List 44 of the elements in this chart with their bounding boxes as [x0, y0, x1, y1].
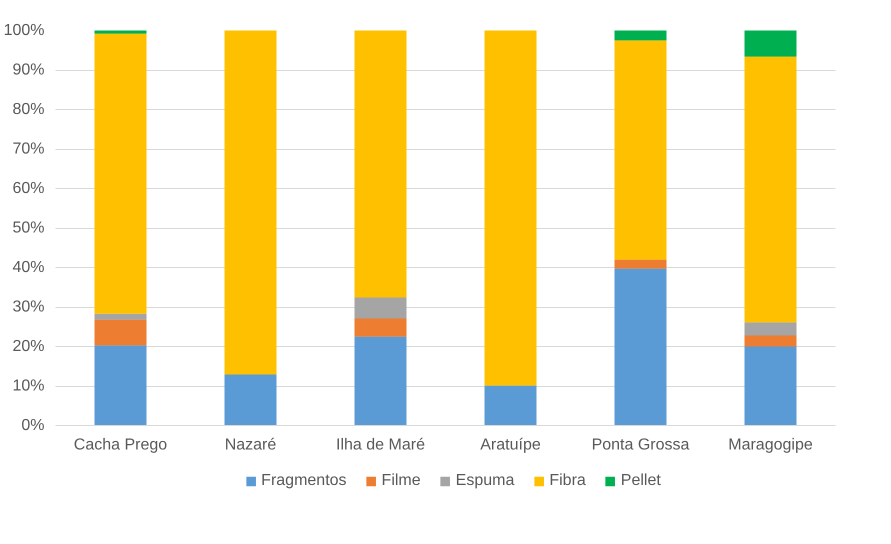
y-tick-label: 70%: [12, 140, 45, 158]
y-tick-label: 60%: [12, 180, 45, 197]
bar: [744, 322, 796, 336]
y-tick-label: 50%: [12, 220, 45, 236]
x-tick-label: Nazaré: [224, 436, 276, 454]
bar: [484, 30, 536, 386]
legend-label: Filme: [382, 472, 421, 490]
y-tick-label: 30%: [12, 298, 45, 316]
bar: [224, 30, 276, 375]
y-tick-label: 10%: [12, 378, 45, 394]
bar: [94, 30, 146, 34]
x-tick-label: Ilha de Maré: [336, 436, 426, 454]
bar: [354, 298, 406, 318]
bar: [614, 30, 666, 40]
bar: [94, 314, 146, 320]
bar: [614, 268, 666, 426]
bar: [744, 346, 796, 426]
y-tick-label: 40%: [12, 259, 45, 276]
y-tick-label: 20%: [12, 338, 45, 355]
bar: [744, 335, 796, 346]
bar: [224, 374, 276, 426]
bar: [354, 318, 406, 337]
legend-label: Pellet: [620, 472, 661, 490]
legend-label: Fibra: [549, 472, 586, 490]
x-tick-label: Aratuípe: [480, 436, 541, 454]
y-tick-label: 90%: [12, 62, 45, 78]
bar: [614, 40, 666, 260]
bar: [94, 345, 146, 426]
y-tick-label: 80%: [12, 101, 45, 118]
legend-label: Fragmentos: [261, 472, 347, 490]
bar: [94, 320, 146, 346]
y-tick-label: 0%: [21, 417, 44, 434]
bar: [744, 30, 796, 57]
legend-label: Espuma: [456, 472, 514, 490]
y-tick-label: 100%: [4, 22, 44, 39]
bar: [744, 56, 796, 322]
x-tick-label: Maragogipe: [728, 436, 813, 454]
bar: [484, 386, 536, 426]
bar: [614, 260, 666, 269]
bar: [354, 30, 406, 298]
x-tick-label: Ponta Grossa: [592, 436, 690, 454]
bar: [94, 34, 146, 314]
x-tick-label: Cacha Prego: [74, 436, 168, 454]
bar: [354, 336, 406, 426]
